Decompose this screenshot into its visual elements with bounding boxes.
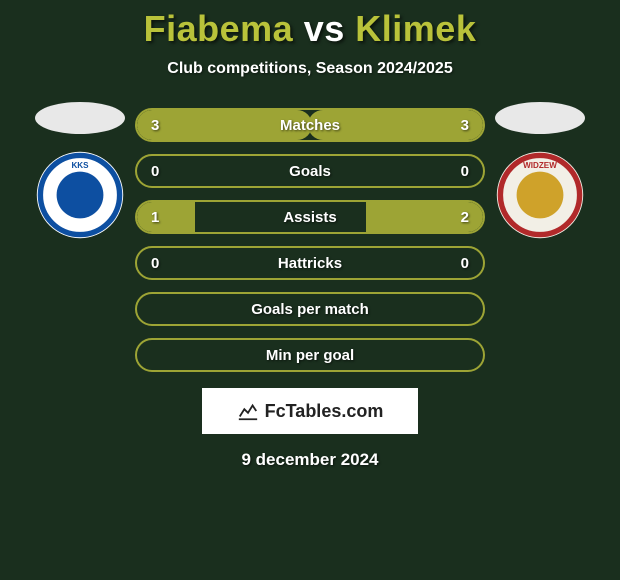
page-title: Fiabema vs Klimek [144, 8, 477, 50]
footer-badge: FcTables.com [202, 388, 418, 434]
club-logo-right: WIDZEW [495, 150, 585, 240]
player2-name: Klimek [355, 8, 476, 49]
player1-name: Fiabema [144, 8, 294, 49]
date-text: 9 december 2024 [241, 450, 378, 470]
stat-value-right: 2 [461, 209, 469, 226]
player2-avatar [495, 102, 585, 134]
left-column: KKS [25, 102, 135, 240]
stat-label: Goals [137, 163, 483, 180]
stat-label: Goals per match [137, 301, 483, 318]
stat-value-left: 0 [151, 163, 159, 180]
stat-row: Min per goal [135, 338, 485, 372]
stat-label: Hattricks [137, 255, 483, 272]
stat-value-right: 0 [461, 255, 469, 272]
svg-text:WIDZEW: WIDZEW [523, 161, 557, 170]
stat-value-left: 1 [151, 209, 159, 226]
stat-value-right: 3 [461, 117, 469, 134]
stat-label: Min per goal [137, 347, 483, 364]
stat-value-left: 0 [151, 255, 159, 272]
stat-row: Goals per match [135, 292, 485, 326]
player1-avatar [35, 102, 125, 134]
subtitle: Club competitions, Season 2024/2025 [167, 60, 452, 78]
stat-label: Matches [137, 117, 483, 134]
stat-row: Hattricks0 0 [135, 246, 485, 280]
footer-brand: FcTables.com [265, 401, 384, 422]
stat-label: Assists [137, 209, 483, 226]
title-vs: vs [304, 8, 345, 49]
svg-text:KKS: KKS [71, 161, 89, 170]
stat-row: Goals0 0 [135, 154, 485, 188]
stat-bars: Matches33Goals00Assists12Hattricks00Goal… [135, 108, 485, 372]
club-logo-left: KKS [35, 150, 125, 240]
stat-value-right: 0 [461, 163, 469, 180]
chart-icon [237, 400, 259, 422]
stat-value-left: 3 [151, 117, 159, 134]
comparison-area: KKS Matches33Goals00Assists12Hattricks00… [0, 102, 620, 372]
right-column: WIDZEW [485, 102, 595, 240]
stat-row: Matches3 3 [135, 108, 485, 142]
stat-row: Assists1 2 [135, 200, 485, 234]
